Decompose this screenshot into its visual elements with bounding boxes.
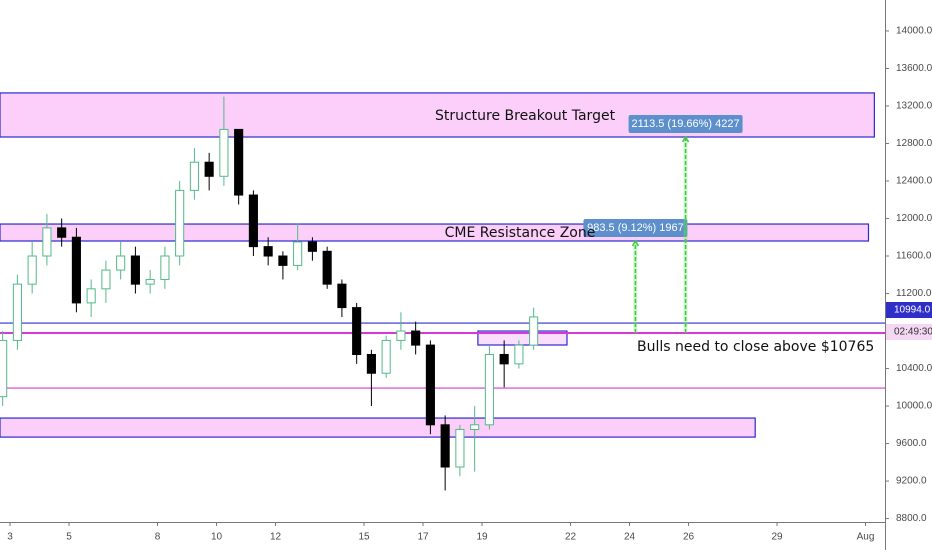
x-tick-label: 15 xyxy=(358,532,370,543)
candle-body xyxy=(499,353,509,365)
candle-body xyxy=(42,227,52,257)
price-tag: 10994.0 xyxy=(894,305,931,316)
x-tick-label: 3 xyxy=(7,532,13,543)
candle-body xyxy=(293,241,303,266)
candle-body xyxy=(86,288,96,304)
candle-body xyxy=(278,255,288,266)
candle-body xyxy=(322,250,332,285)
candle-body xyxy=(514,344,524,365)
zone xyxy=(0,223,870,242)
candle-body xyxy=(470,424,480,430)
x-tick-label: 5 xyxy=(66,532,72,543)
y-tick-label: 12800.0 xyxy=(896,138,932,149)
measure-arrowhead xyxy=(681,135,690,143)
candle-body xyxy=(425,344,435,426)
zone xyxy=(0,417,756,438)
zone-label: CME Resistance Zone xyxy=(445,225,596,241)
candle-body xyxy=(71,236,81,304)
note: Bulls need to close above $10765 xyxy=(637,339,874,355)
zone-label: Structure Breakout Target xyxy=(435,108,616,124)
countdown: 02:49:30 xyxy=(894,327,932,338)
candle-body xyxy=(529,316,539,346)
x-tick-label: 19 xyxy=(476,532,488,543)
x-tick-label: 10 xyxy=(211,532,223,543)
candle-body xyxy=(455,428,465,468)
y-tick-label: 10000.0 xyxy=(896,401,932,412)
x-tick-label: 29 xyxy=(771,532,783,543)
candle-body xyxy=(263,246,273,257)
candle-body xyxy=(27,255,37,285)
candle-body xyxy=(484,353,494,426)
candle-body xyxy=(337,283,347,309)
candle-body xyxy=(248,194,258,248)
candle-body xyxy=(219,128,229,177)
plot: 14000.0 13600.0 13200.0 12800.0 12400.0 12000… xyxy=(0,26,932,543)
x-tick-label: 8 xyxy=(155,532,161,543)
x-tick-label: 26 xyxy=(683,532,695,543)
measure-label: 2113.5 (19.66%) 4227 xyxy=(632,118,740,130)
candle-body xyxy=(366,353,376,374)
y-tick-label: 10400.0 xyxy=(896,363,932,374)
y-tick-label: 11200.0 xyxy=(896,288,932,299)
candle-body xyxy=(307,241,317,252)
y-tick-label: 8800.0 xyxy=(896,513,927,524)
y-tick-label: 13600.0 xyxy=(896,63,932,74)
y-tick-label: 13200.0 xyxy=(896,101,932,112)
x-tick-label: 24 xyxy=(624,532,636,543)
y-tick-label: 9200.0 xyxy=(896,476,927,487)
x-tick-label: 12 xyxy=(270,532,282,543)
candle-body xyxy=(411,330,421,346)
candle-body xyxy=(130,255,140,285)
price-tag-bg xyxy=(886,302,932,318)
candle-body xyxy=(189,161,199,191)
x-tick-label: Aug xyxy=(857,532,875,543)
measure-label-bg xyxy=(628,115,743,134)
candle-body xyxy=(12,283,22,341)
countdown-bg xyxy=(886,324,932,340)
x-tick-label: 17 xyxy=(417,532,429,543)
y-tick-label: 12400.0 xyxy=(896,176,932,187)
candle-body xyxy=(204,161,214,177)
measure-arrowhead xyxy=(631,239,640,247)
y-tick-label: 11600.0 xyxy=(896,251,932,262)
candle-body xyxy=(234,128,244,196)
candle-body xyxy=(160,255,170,280)
measure-label-bg xyxy=(583,219,688,238)
candle-body xyxy=(440,424,450,468)
candle-body xyxy=(175,189,185,257)
candle-body xyxy=(101,269,111,290)
measure-label: 983.5 (9.12%) 1967 xyxy=(587,222,684,234)
candle-body xyxy=(352,307,362,355)
y-tick-label: 14000.0 xyxy=(896,26,932,37)
candle-body xyxy=(0,339,8,398)
y-tick-label: 9600.0 xyxy=(896,438,927,449)
y-tick-label: 12000.0 xyxy=(896,213,932,224)
candle-body xyxy=(396,330,406,341)
x-tick-label: 22 xyxy=(565,532,577,543)
candle-body xyxy=(116,255,126,271)
candle-body xyxy=(145,278,155,285)
candle-body xyxy=(381,339,391,374)
candle-body xyxy=(57,227,67,238)
